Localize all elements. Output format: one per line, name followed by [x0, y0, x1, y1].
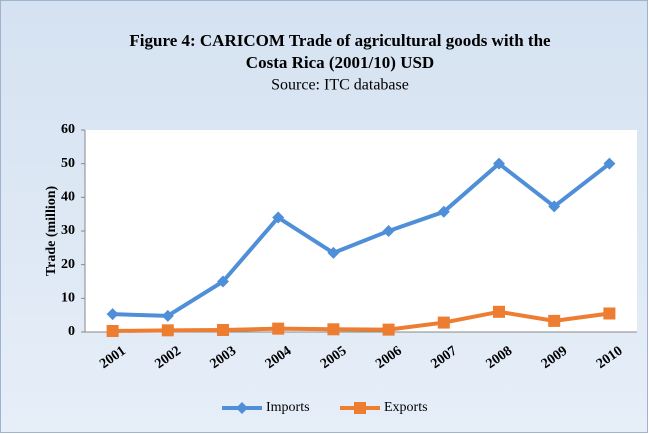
y-tick-label: 60	[61, 122, 75, 137]
data-point	[437, 205, 450, 218]
series-line	[112, 309, 610, 333]
data-point	[272, 211, 285, 224]
y-tick-label: 0	[68, 324, 75, 339]
data-point	[382, 323, 395, 336]
data-point	[548, 200, 561, 213]
data-point	[161, 309, 174, 322]
series-line	[112, 161, 611, 318]
y-tick-label: 30	[61, 223, 75, 238]
data-point	[437, 316, 450, 329]
chart-subtitle: Source: ITC database	[271, 77, 409, 94]
y-tick-label: 10	[61, 291, 75, 306]
data-point	[217, 275, 229, 288]
data-point	[603, 157, 616, 170]
data-point	[603, 307, 616, 320]
data-point	[106, 308, 119, 321]
chart-title: Figure 4: CARICOM Trade of agricultural …	[129, 31, 551, 50]
data-point	[161, 324, 174, 337]
data-point	[327, 246, 340, 259]
data-point	[493, 157, 505, 170]
y-tick-label: 40	[61, 190, 75, 205]
plot-area	[85, 130, 637, 332]
legend-label: Imports	[266, 400, 310, 415]
data-point	[493, 305, 505, 318]
data-point	[272, 322, 285, 335]
data-point	[217, 323, 229, 336]
legend-marker	[354, 402, 366, 414]
data-point	[548, 314, 561, 327]
data-point	[327, 323, 340, 336]
y-tick-label: 20	[61, 257, 75, 272]
chart-title: Costa Rica (2001/10) USD	[246, 53, 434, 72]
y-axis-label: Trade (million)	[44, 185, 59, 276]
y-tick-label: 50	[61, 156, 75, 171]
legend-label: Exports	[384, 400, 428, 415]
data-point	[382, 225, 395, 237]
legend-marker	[236, 402, 248, 414]
data-point	[106, 324, 119, 337]
